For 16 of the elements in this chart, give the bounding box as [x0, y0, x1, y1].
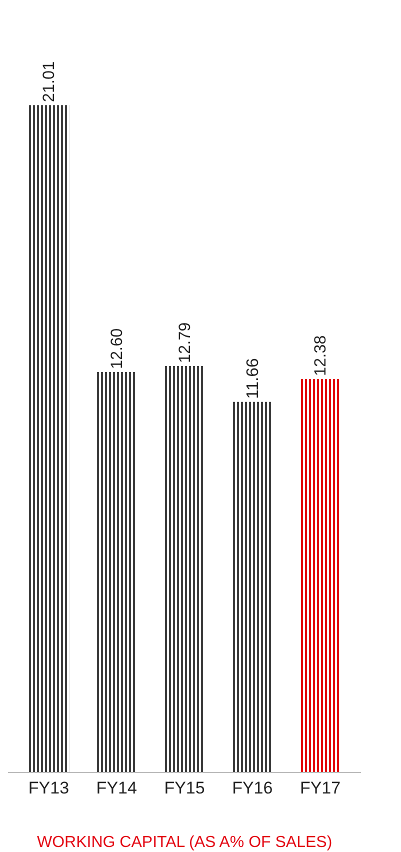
x-tick-label: FY14	[96, 778, 137, 798]
bar	[300, 379, 341, 772]
x-tick-label: FY15	[164, 778, 205, 798]
x-tick-label: FY16	[232, 778, 273, 798]
data-label: 12.79	[176, 322, 194, 364]
bar	[164, 366, 205, 772]
data-label: 12.38	[312, 335, 330, 376]
data-label: 11.66	[242, 358, 262, 399]
bar	[28, 105, 70, 772]
x-tick-label: FY17	[300, 778, 341, 798]
data-label: 21.01	[40, 61, 58, 102]
bar	[232, 402, 273, 772]
text: WORKING CAPITAL (AS A% OF SALES)	[37, 834, 332, 851]
bar	[96, 372, 137, 772]
data-label: 12.60	[108, 328, 126, 370]
x-tick-label: FY13	[28, 778, 70, 798]
